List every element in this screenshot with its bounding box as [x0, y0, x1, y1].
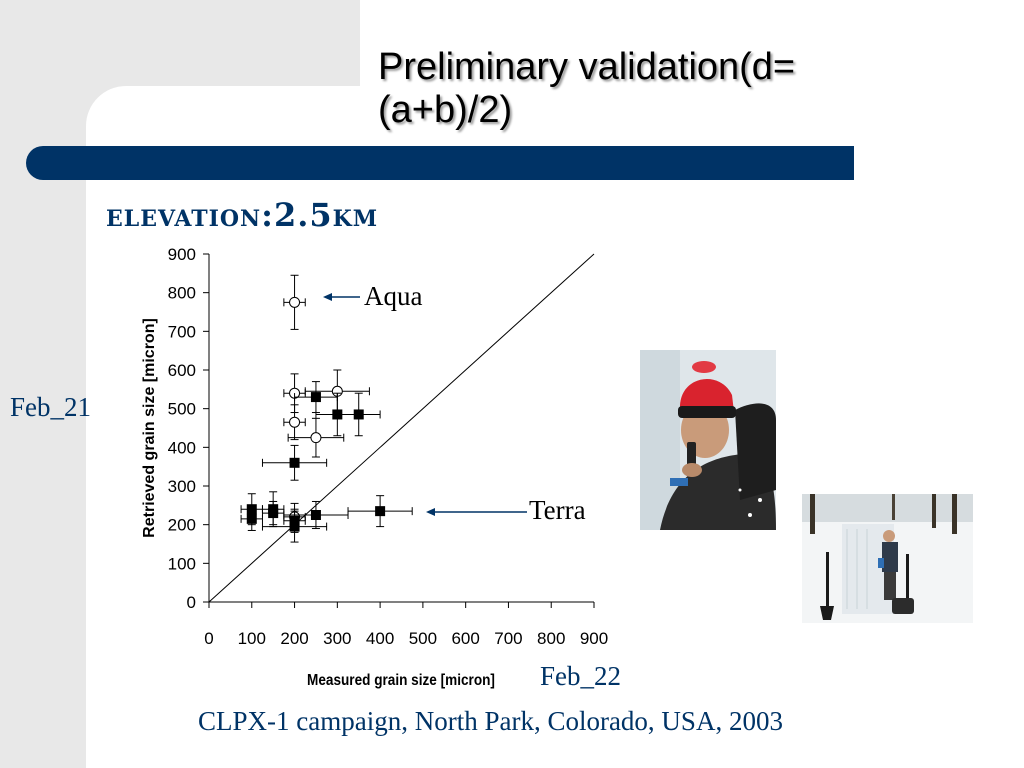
x-tick-label: 600 — [451, 629, 479, 648]
y-tick-label: 100 — [168, 554, 196, 573]
data-point-filled-square — [336, 392, 381, 437]
x-tick-label: 0 — [204, 629, 213, 648]
annotation-arrows — [323, 293, 527, 516]
aqua-arrow-head — [323, 293, 332, 301]
y-tick-label: 600 — [168, 361, 196, 380]
marker-filled-square — [375, 506, 386, 517]
marker-open-circle — [289, 296, 301, 308]
y-tick-label: 900 — [168, 245, 196, 264]
data-point-open-circle — [283, 404, 306, 441]
photo-snow-pit-icon — [802, 494, 973, 623]
x-tick-label: 800 — [537, 629, 565, 648]
y-tick-label: 300 — [168, 477, 196, 496]
x-axis-label: Measured grain size [micron] — [307, 672, 495, 689]
chart-axes: 0 100 200 300 400 500 600 700 800 900 0 100 200 300 40… — [141, 245, 608, 689]
marker-filled-square — [289, 457, 300, 468]
x-tick-label: 500 — [409, 629, 437, 648]
data-point-filled-square — [283, 500, 349, 530]
annotation-feb22: Feb_22 — [540, 661, 621, 691]
y-tick-label: 800 — [168, 284, 196, 303]
photo-snow-pit — [802, 494, 973, 623]
y-tick-label: 500 — [168, 400, 196, 419]
reference-line-group — [208, 253, 595, 603]
x-tick-label: 900 — [580, 629, 608, 648]
one-to-one-line — [208, 253, 595, 603]
annotation-aqua: Aqua — [364, 281, 423, 311]
x-tick-label: 100 — [238, 629, 266, 648]
y-tick-label: 400 — [168, 438, 196, 457]
slide-caption: CLPX-1 campaign, North Park, Colorado, U… — [198, 706, 783, 736]
y-tick-label: 700 — [168, 322, 196, 341]
data-point-filled-square — [240, 506, 263, 531]
y-axis-label: Retrieved grain size [micron] — [141, 318, 158, 538]
data-point-filled-square — [261, 500, 285, 526]
photo-person-red-hat-icon — [640, 350, 776, 530]
x-tick-label: 700 — [494, 629, 522, 648]
data-point-open-circle — [283, 274, 306, 330]
data-point-filled-square — [261, 444, 328, 481]
chart-points — [240, 274, 413, 543]
annotation-terra: Terra — [529, 495, 586, 525]
y-tick-label: 200 — [168, 516, 196, 535]
terra-arrow-head — [426, 508, 435, 516]
marker-filled-square — [246, 513, 257, 524]
marker-filled-square — [268, 508, 279, 519]
slide-title: Preliminary validation(d=(a+b)/2) — [378, 46, 796, 131]
content-card-background — [86, 86, 1024, 768]
x-tick-label: 200 — [280, 629, 308, 648]
marker-open-circle — [289, 416, 301, 428]
annotation-feb21: Feb_21 — [10, 392, 91, 422]
data-point-filled-square — [294, 381, 338, 414]
marker-filled-square — [353, 409, 364, 420]
data-point-filled-square — [347, 495, 413, 528]
y-tick-label: 0 — [187, 593, 196, 612]
marker-filled-square — [310, 392, 321, 403]
slide-subtitle: elevation:2.5km — [106, 196, 379, 234]
marker-filled-square — [289, 521, 300, 532]
title-band — [26, 146, 854, 180]
x-tick-label: 400 — [366, 629, 394, 648]
photo-researcher-closeup — [640, 350, 776, 530]
marker-open-circle — [310, 432, 322, 444]
data-point-open-circle — [287, 417, 345, 458]
marker-filled-square — [310, 510, 321, 520]
x-tick-label: 300 — [323, 629, 351, 648]
